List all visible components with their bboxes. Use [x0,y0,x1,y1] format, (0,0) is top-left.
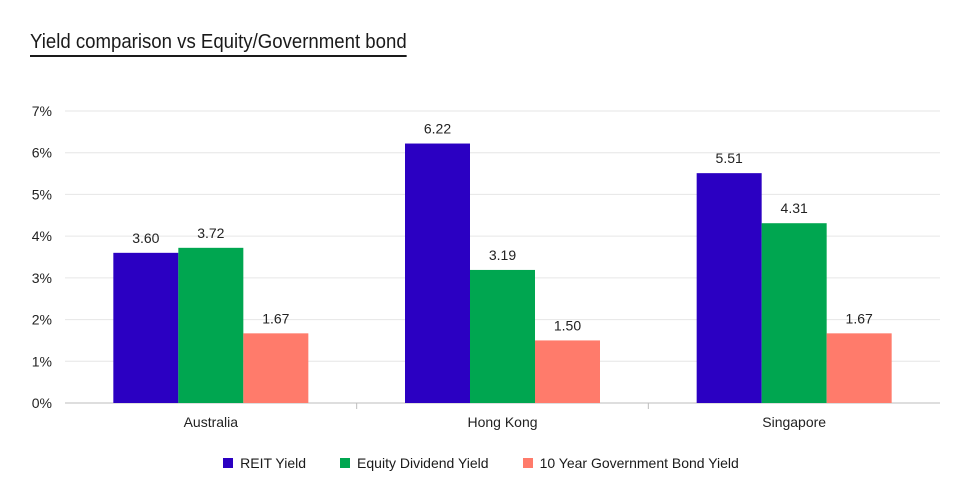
y-tick-label: 3% [32,270,52,286]
y-tick-label: 0% [32,395,52,411]
legend-swatch-bond [522,458,533,468]
data-label: 1.67 [846,310,873,326]
y-tick-label: 2% [32,312,52,328]
data-label: 4.31 [781,200,808,216]
bar [470,269,535,403]
chart-title: Yield comparison vs Equity/Government bo… [30,30,407,57]
data-label: 3.19 [489,247,516,263]
data-label: 6.22 [424,121,451,137]
bar [178,247,244,403]
data-label: 1.67 [262,310,289,326]
y-tick-label: 1% [32,353,52,369]
x-tick-label: Australia [184,414,239,430]
bar [535,340,600,403]
bar [113,252,179,403]
bar [826,333,892,403]
legend-label-equity: Equity Dividend Yield [357,455,489,471]
y-tick-label: 5% [32,186,52,202]
y-tick-label: 7% [32,103,52,119]
bar [405,143,470,403]
legend-item-equity: Equity Dividend Yield [340,455,489,471]
legend: REIT Yield Equity Dividend Yield 10 Year… [0,455,962,471]
bar [761,223,827,403]
x-tick-label: Singapore [762,414,826,430]
y-tick-label: 6% [32,145,52,161]
legend-label-bond: 10 Year Government Bond Yield [539,455,739,471]
legend-item-reit: REIT Yield [223,455,306,471]
y-tick-label: 4% [32,228,52,244]
legend-swatch-reit [223,458,234,468]
bar [243,333,309,403]
data-label: 1.50 [554,317,581,333]
legend-label-reit: REIT Yield [240,455,307,471]
legend-swatch-equity [340,458,351,468]
data-label: 5.51 [716,150,743,166]
data-label: 3.60 [132,230,159,246]
data-label: 3.72 [197,225,224,241]
legend-item-bond: 10 Year Government Bond Yield [522,455,739,471]
x-tick-label: Hong Kong [467,414,537,430]
bar [696,173,762,403]
